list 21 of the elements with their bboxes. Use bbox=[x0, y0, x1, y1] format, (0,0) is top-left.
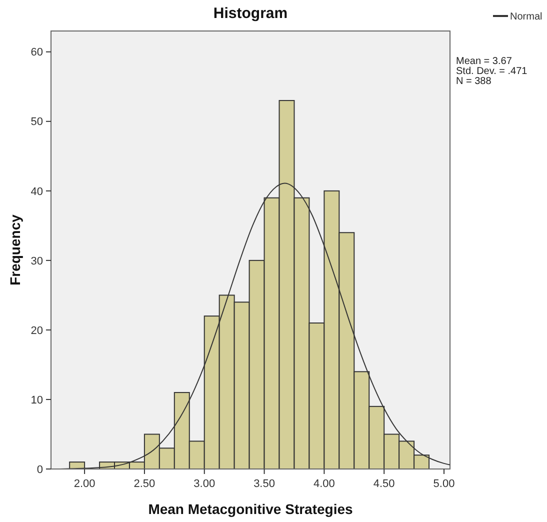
y-tick-label: 10 bbox=[30, 394, 43, 406]
x-tick-label: 4.50 bbox=[373, 478, 395, 490]
y-tick-label: 30 bbox=[30, 255, 43, 268]
legend-label: Normal bbox=[510, 12, 542, 22]
x-axis-title: Mean Metacgonitive Strategies bbox=[148, 501, 354, 517]
chart-title: Histogram bbox=[213, 5, 288, 22]
x-tick-label: 5.00 bbox=[433, 478, 455, 490]
x-tick-label: 4.00 bbox=[313, 478, 335, 490]
y-tick-label: 20 bbox=[30, 324, 43, 337]
y-tick-label: 0 bbox=[36, 464, 43, 476]
x-tick-label: 3.50 bbox=[254, 478, 275, 490]
x-tick-label: 2.00 bbox=[74, 478, 96, 490]
text: N = 388 bbox=[456, 76, 492, 87]
x-tick-label: 2.50 bbox=[134, 478, 156, 490]
y-tick-label: 40 bbox=[30, 186, 43, 198]
text: Std. Dev. = .471 bbox=[456, 66, 528, 77]
y-tick-label: 50 bbox=[30, 116, 43, 128]
y-tick-label: 60 bbox=[30, 46, 43, 59]
text: Mean = 3.67 bbox=[456, 56, 512, 67]
y-axis-title: Frequency bbox=[7, 214, 23, 286]
x-tick-label: 3.00 bbox=[194, 478, 216, 490]
